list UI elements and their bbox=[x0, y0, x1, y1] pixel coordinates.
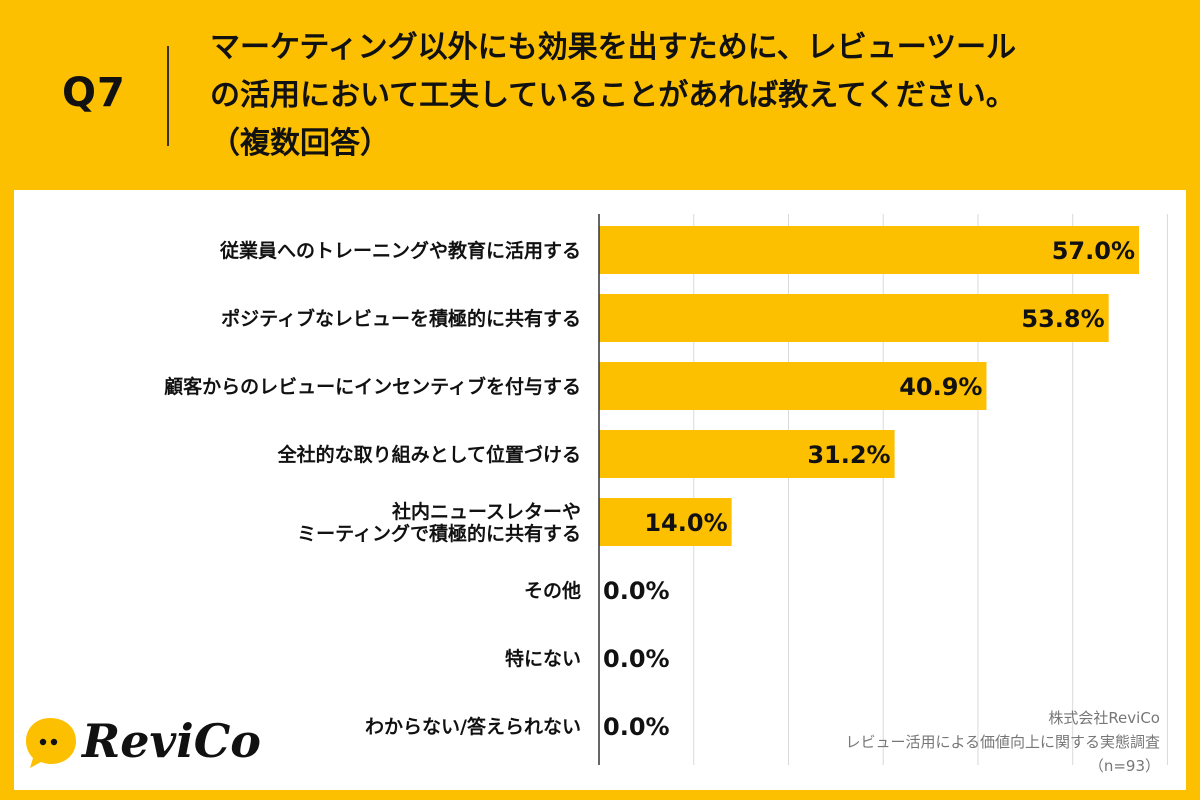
value-label-8: 0.0% bbox=[603, 713, 670, 741]
category-label-line: ポジティブなレビューを積極的に共有する bbox=[221, 307, 581, 330]
category-label-5: 社内ニュースレターやミーティングで積極的に共有する bbox=[297, 500, 581, 545]
bar-2 bbox=[599, 294, 1109, 342]
category-label-line: 特にない bbox=[505, 648, 581, 670]
bar-5 bbox=[599, 498, 732, 546]
category-label-line: 顧客からのレビューにインセンティブを付与する bbox=[164, 375, 581, 398]
bar-1 bbox=[599, 226, 1139, 274]
value-label-1: 57.0% bbox=[1052, 237, 1135, 265]
category-label-line: 従業員へのトレーニングや教育に活用する bbox=[219, 239, 581, 262]
logo-wordmark: ReviCo bbox=[82, 714, 261, 768]
credit-company: 株式会社ReviCo bbox=[1048, 709, 1160, 727]
chart-panel: 57.0% 従業員へのトレーニングや教育に活用する 53.8% ポジティブなレビューを… bbox=[14, 190, 1186, 790]
revico-logo: ReviCo bbox=[24, 712, 261, 782]
question-title: マーケティング以外にも効果を出すために、レビューツール の活用において工夫してい… bbox=[210, 24, 1170, 168]
category-label-6: その他 bbox=[524, 579, 581, 602]
question-line-3: （複数回答） bbox=[210, 126, 390, 161]
category-label-line: わからない/答えられない bbox=[365, 715, 581, 738]
credit-sample: （n=93） bbox=[1088, 757, 1160, 775]
category-label-8: わからない/答えられない bbox=[365, 715, 581, 738]
speech-bubble-logo-icon bbox=[26, 718, 76, 768]
value-label-7: 0.0% bbox=[603, 645, 670, 673]
question-line-2: の活用において工夫していることがあれば教えてください。 bbox=[210, 78, 1016, 113]
question-line-1: マーケティング以外にも効果を出すために、レビューツール bbox=[210, 30, 1017, 65]
category-label-2: ポジティブなレビューを積極的に共有する bbox=[221, 307, 581, 330]
category-label-line: その他 bbox=[524, 579, 581, 602]
question-number: Q7 bbox=[62, 70, 126, 116]
value-label-4: 31.2% bbox=[807, 441, 890, 469]
category-label-1: 従業員へのトレーニングや教育に活用する bbox=[219, 239, 581, 262]
bar-3 bbox=[599, 362, 987, 410]
credit-survey: レビュー活用による価値向上に関する実態調査 bbox=[845, 733, 1160, 751]
value-label-6: 0.0% bbox=[603, 577, 670, 605]
category-label-line: 社内ニュースレターや bbox=[391, 500, 581, 523]
header-divider bbox=[167, 46, 169, 146]
survey-credit: 株式会社ReviCo レビュー活用による価値向上に関する実態調査 （n=93） bbox=[845, 706, 1160, 778]
value-label-5: 14.0% bbox=[644, 509, 727, 537]
value-label-2: 53.8% bbox=[1021, 305, 1104, 333]
category-label-line: 全社的な取り組みとして位置づける bbox=[277, 443, 581, 466]
category-label-line: ミーティングで積極的に共有する bbox=[297, 522, 581, 545]
bar-4 bbox=[599, 430, 895, 478]
bar-chart: 57.0% 従業員へのトレーニングや教育に活用する 53.8% ポジティブなレビューを… bbox=[164, 214, 1168, 765]
category-label-3: 顧客からのレビューにインセンティブを付与する bbox=[164, 375, 581, 398]
category-label-7: 特にない bbox=[505, 648, 581, 670]
category-label-4: 全社的な取り組みとして位置づける bbox=[277, 443, 581, 466]
header: Q7 マーケティング以外にも効果を出すために、レビューツール の活用において工夫… bbox=[0, 0, 1200, 190]
value-label-3: 40.9% bbox=[899, 373, 982, 401]
